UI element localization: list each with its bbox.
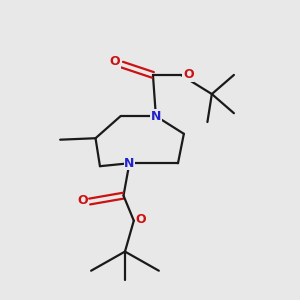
Text: O: O	[183, 68, 194, 81]
Text: O: O	[77, 194, 88, 207]
Text: N: N	[124, 157, 135, 170]
Text: O: O	[110, 55, 120, 68]
Text: N: N	[151, 110, 161, 123]
Text: O: O	[136, 213, 146, 226]
